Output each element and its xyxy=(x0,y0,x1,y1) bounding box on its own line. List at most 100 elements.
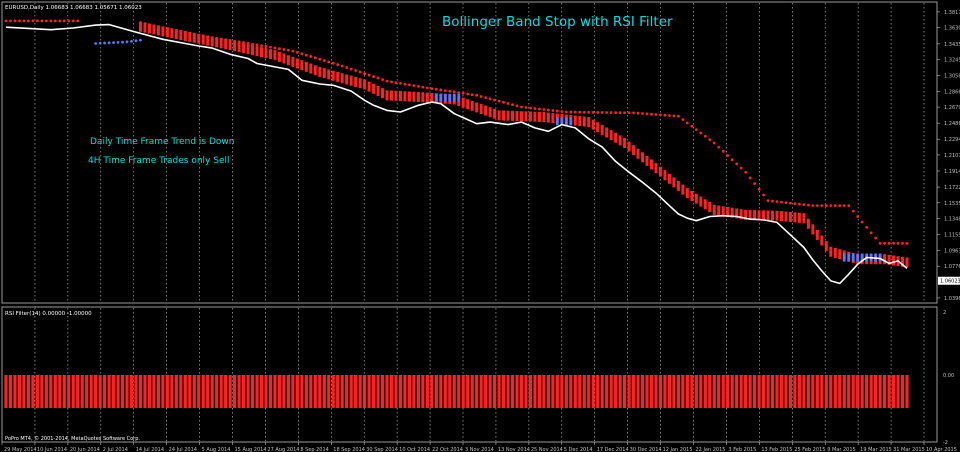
stop-dot xyxy=(309,55,313,58)
stop-dot xyxy=(421,85,425,89)
stop-dot xyxy=(524,106,528,109)
stop-dot xyxy=(443,89,447,93)
stop-dot xyxy=(587,110,591,114)
stop-dot xyxy=(829,204,833,208)
stop-dot xyxy=(887,241,891,245)
bull-dot xyxy=(121,40,124,44)
stop-dot xyxy=(385,79,389,83)
stop-dot xyxy=(789,201,792,205)
stop-dot xyxy=(246,41,250,45)
price-tick-label: 1.24865 xyxy=(944,121,960,127)
price-tick-label: 1.28660 xyxy=(944,89,960,95)
stop-dot xyxy=(394,81,398,84)
bull-dot xyxy=(125,40,129,44)
stop-dot xyxy=(775,200,779,204)
time-tick-label: 10 Apr 2015 xyxy=(926,447,957,452)
time-tick-label: 25 Feb 2015 xyxy=(794,447,825,452)
stop-dot xyxy=(210,36,214,40)
stop-dot xyxy=(35,19,39,23)
stop-dot xyxy=(278,47,281,51)
stop-dot xyxy=(313,56,317,60)
stop-dot xyxy=(806,203,810,207)
stop-dot xyxy=(520,105,523,109)
stop-dot xyxy=(690,124,694,128)
stop-dot xyxy=(470,93,474,97)
chart-title-annotation: Bollinger Band Stop with RSI Filter xyxy=(442,14,673,30)
time-tick-label: 25 Nov 2014 xyxy=(531,447,563,452)
time-tick-label: 9 Mar 2015 xyxy=(827,447,856,452)
stop-dot xyxy=(318,57,322,61)
price-tick-label: 1.22945 xyxy=(944,137,960,143)
stop-dot xyxy=(484,96,488,100)
price-tick-label: 1.11550 xyxy=(944,233,960,239)
stop-dot xyxy=(847,204,851,208)
stop-dot xyxy=(27,19,30,23)
stop-dot xyxy=(659,113,662,117)
stop-dot xyxy=(358,70,362,74)
stop-dot xyxy=(739,166,743,170)
stop-dot xyxy=(668,114,671,117)
stop-dot xyxy=(372,75,375,78)
stop-dot xyxy=(201,34,205,38)
stop-dot xyxy=(560,110,564,113)
time-tick-label: 20 Jun 2014 xyxy=(70,447,100,452)
stop-dot xyxy=(49,19,53,23)
time-tick-label: 10 Oct 2014 xyxy=(399,447,430,452)
price-tick-label: 1.07760 xyxy=(944,264,960,270)
stop-dot xyxy=(757,187,761,191)
stop-dot xyxy=(412,84,416,88)
stop-dot xyxy=(349,67,353,71)
bull-dot xyxy=(103,41,107,45)
stop-dot xyxy=(663,113,667,117)
stop-dot xyxy=(676,114,680,118)
stop-dot xyxy=(493,98,497,102)
stop-dot xyxy=(515,104,519,108)
stop-dot xyxy=(67,19,71,23)
stop-dot xyxy=(820,204,824,208)
stop-dot xyxy=(753,182,756,186)
stop-dot xyxy=(546,108,550,112)
stop-dot xyxy=(425,86,429,90)
time-tick-label: 15 Aug 2014 xyxy=(235,447,267,452)
stop-dot xyxy=(793,202,797,206)
stop-dot xyxy=(811,204,815,208)
stop-dot xyxy=(430,87,434,91)
rsi-filter-label: RSI Filter(14) 0.00000 -1.00000 xyxy=(5,311,92,317)
stop-dot xyxy=(139,21,142,24)
stop-dot xyxy=(497,99,501,103)
stop-dot xyxy=(390,80,393,84)
time-tick-label: 12 Jan 2015 xyxy=(663,447,693,452)
stop-dot xyxy=(18,19,21,23)
bull-dot xyxy=(139,38,142,42)
current-price-label: 1.06023 xyxy=(940,279,960,285)
main-panel-frame xyxy=(1,1,938,304)
stop-dot xyxy=(892,241,895,245)
stop-dot xyxy=(618,111,622,115)
stop-dot xyxy=(148,23,151,27)
stop-dot xyxy=(802,203,806,207)
stop-dot xyxy=(71,19,75,23)
stop-dot xyxy=(475,93,479,97)
stop-dot xyxy=(197,34,201,37)
rsi-scale-mid: 0.00 xyxy=(943,373,954,379)
stop-dot xyxy=(367,73,371,77)
bull-dot xyxy=(112,41,115,45)
time-tick-label: 22 Jan 2015 xyxy=(696,447,726,452)
stop-dot xyxy=(555,109,559,113)
time-tick-label: 31 Mar 2015 xyxy=(893,447,925,452)
time-tick-label: 17 Dec 2014 xyxy=(597,447,629,452)
rsi-filter-bars xyxy=(4,375,909,408)
stop-dot xyxy=(815,204,819,208)
stop-dot xyxy=(905,241,909,245)
time-tick-label: 10 Jun 2014 xyxy=(37,447,67,452)
stop-dot xyxy=(578,110,582,114)
stop-dot xyxy=(295,50,299,54)
stop-dot xyxy=(179,30,183,34)
stop-dot xyxy=(869,231,873,235)
rsi-panel-frame xyxy=(1,306,938,443)
stop-dot xyxy=(264,44,268,48)
stop-dot xyxy=(703,134,707,138)
stop-dot xyxy=(856,215,860,218)
stop-dot xyxy=(161,26,165,30)
